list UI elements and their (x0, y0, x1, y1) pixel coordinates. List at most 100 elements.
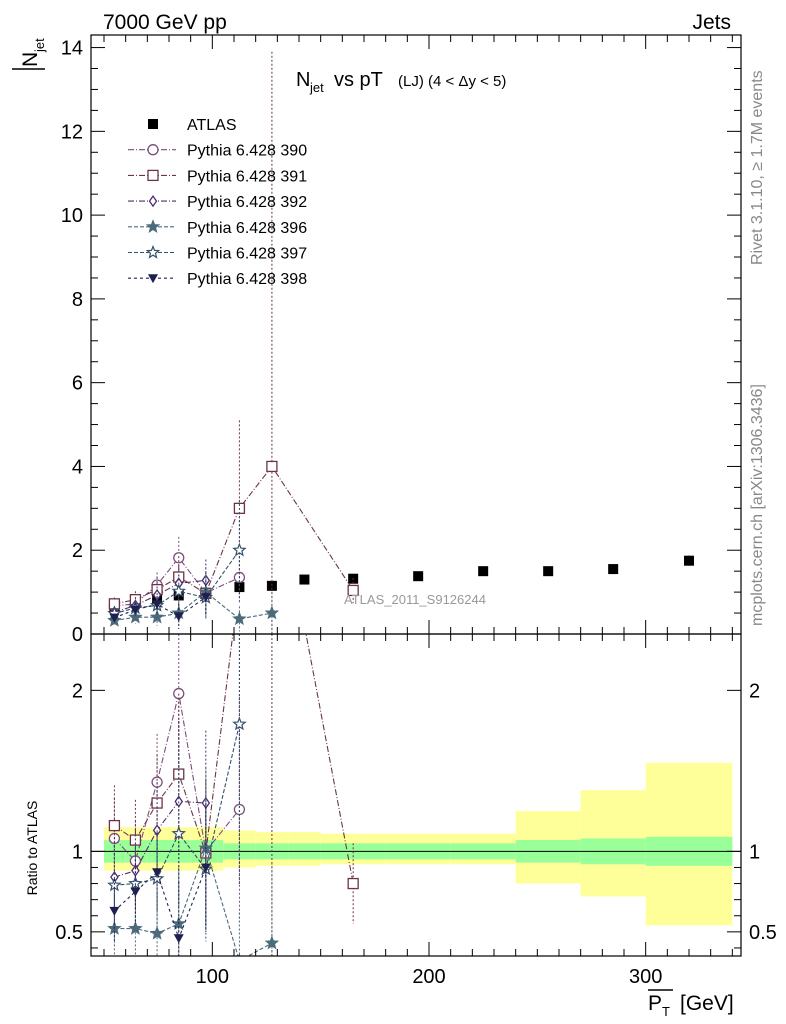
x-tick-label: 200 (412, 966, 445, 988)
series-ratio-pythia-6-428-397 (107, 634, 247, 942)
data-point (608, 564, 619, 575)
data-point (232, 716, 247, 731)
legend-item-pythia-6-428-398: Pythia 6.428 398 (128, 271, 307, 288)
data-point (108, 819, 121, 832)
ratio-y-tick-label-right: 0.5 (749, 922, 777, 944)
ratio-ylabel: Ratio to ATLAS (24, 801, 40, 896)
legend-marker (145, 219, 161, 234)
ratio-frame (90, 633, 742, 957)
data-point (171, 825, 187, 840)
y-tick-label: 8 (72, 289, 83, 311)
data-point (173, 612, 184, 622)
x-axis-label: P T [GeV] (648, 989, 734, 1019)
data-point (149, 925, 165, 940)
analysis-watermark: ATLAS_2011_S9126244 (344, 592, 486, 607)
data-point (152, 600, 163, 610)
data-point (109, 906, 120, 916)
x-tick-label: 300 (629, 966, 662, 988)
data-point (128, 920, 143, 935)
title-n: N (296, 69, 310, 91)
legend-marker (147, 144, 159, 156)
data-point (200, 863, 211, 873)
y-tick-label: 0 (72, 624, 83, 646)
data-point (264, 935, 280, 950)
data-point (266, 460, 278, 473)
xlabel-sub: T (662, 1004, 670, 1019)
data-point (543, 566, 554, 577)
ratio-series-layer (107, 634, 359, 956)
data-point (128, 609, 143, 624)
data-point (684, 555, 694, 566)
legend-marker (148, 194, 158, 208)
main-ylabel: N jet (12, 38, 47, 70)
legend-label: Pythia 6.428 396 (187, 220, 307, 237)
data-point (171, 583, 187, 598)
series-line (114, 549, 240, 615)
legend-marker (145, 244, 161, 259)
y-tick-label: 10 (61, 205, 83, 227)
legend-marker (147, 169, 159, 182)
data-point (347, 877, 359, 890)
legend-item-pythia-6-428-397: Pythia 6.428 397 (128, 244, 307, 263)
xlabel-unit: [GeV] (680, 992, 734, 1015)
series-main-pythia-6-428-391 (108, 51, 359, 634)
series-line (114, 465, 354, 605)
data-point (347, 584, 359, 597)
ratio-y-tick-label: 0.5 (55, 922, 83, 944)
legend-item-pythia-6-428-390: Pythia 6.428 390 (128, 143, 307, 160)
legend: ATLAS Pythia 6.428 390 Pythia 6.428 391 Pyt… (128, 117, 307, 288)
series-ratio-pythia-6-428-391 (108, 634, 359, 956)
data-point (149, 609, 165, 624)
legend-item-pythia-6-428-396: Pythia 6.428 396 (128, 219, 307, 237)
legend-marker (148, 119, 158, 129)
data-point (413, 571, 424, 582)
ratio-y-tick-label: 2 (72, 680, 83, 702)
legend-label: Pythia 6.428 397 (187, 246, 307, 263)
rivet-credit: Rivet 3.1.10, ≥ 1.7M events (749, 70, 766, 265)
title-rest: vs pT (334, 69, 383, 91)
legend-label: Pythia 6.428 398 (187, 271, 307, 288)
series-line (114, 867, 207, 940)
ratio-y-tick-label-right: 1 (749, 841, 760, 863)
data-point (130, 605, 141, 615)
data-point (109, 613, 120, 623)
data-point (200, 593, 211, 603)
legend-item-atlas: ATLAS (148, 117, 237, 134)
data-point (128, 875, 143, 890)
title-sub: jet (309, 80, 324, 95)
data-point (173, 934, 184, 944)
mcplots-credit: mcplots.cern.ch [arXiv:1306.3436] (749, 384, 766, 626)
data-point (233, 803, 246, 816)
ratio-y-tick-label-right: 2 (749, 680, 760, 702)
header-right: Jets (692, 11, 731, 34)
y-tick-label: 2 (72, 540, 83, 562)
data-point (266, 580, 277, 591)
y-tick-label: 14 (61, 38, 83, 60)
legend-marker (148, 274, 158, 284)
data-point (232, 542, 247, 557)
legend-item-pythia-6-428-391: Pythia 6.428 391 (128, 168, 307, 185)
ylabel-n: N (19, 52, 42, 67)
legend-label: Pythia 6.428 390 (187, 143, 307, 160)
legend-label: ATLAS (187, 117, 237, 134)
series-line (114, 724, 240, 886)
data-point (299, 574, 310, 585)
ratio-y-tick-label: 1 (72, 841, 83, 863)
series-ratio-pythia-6-428-392 (110, 720, 211, 918)
series-line (114, 634, 354, 884)
legend-label: Pythia 6.428 391 (187, 168, 307, 185)
ratio-uncertainty-bands (91, 762, 741, 926)
y-tick-label: 6 (72, 373, 83, 395)
series-ratio-pythia-6-428-398 (109, 803, 211, 956)
ylabel-sub: jet (32, 38, 47, 53)
legend-item-pythia-6-428-392: Pythia 6.428 392 (128, 194, 307, 211)
main-title: N jet vs pT (LJ) (4 < Δy < 5) (296, 69, 506, 95)
series-main-pythia-6-428-398 (109, 580, 211, 629)
xlabel-p: P (648, 992, 662, 1015)
data-point (130, 887, 141, 897)
main-series-layer (107, 51, 694, 634)
title-small: (LJ) (4 < Δy < 5) (398, 73, 506, 90)
data-point (152, 868, 163, 878)
